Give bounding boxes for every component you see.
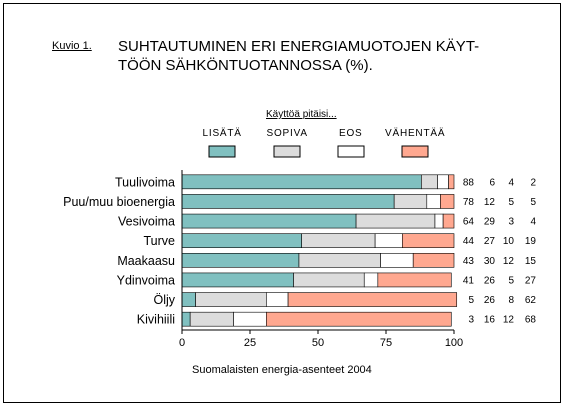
category-label: Turve <box>144 234 176 248</box>
legend-title: Käyttöä pitäisi... <box>266 109 337 120</box>
data-label: 12 <box>503 315 515 326</box>
bar-segment-3-1 <box>181 213 357 229</box>
bar-segment-1-2 <box>421 174 438 190</box>
category-label: Puu/muu bioenergia <box>63 195 175 209</box>
bar-segment-6-2 <box>293 272 365 288</box>
data-label: 15 <box>525 256 537 267</box>
bar-segment-5-2 <box>298 253 381 268</box>
x-tick-label: 25 <box>244 337 256 349</box>
data-label: 16 <box>484 315 496 326</box>
data-label: 4 <box>508 177 514 188</box>
bar-segment-7-2 <box>195 292 267 307</box>
data-label: 8 <box>508 295 514 306</box>
data-label: 12 <box>484 197 496 208</box>
bar-segment-6-1 <box>181 272 294 288</box>
category-label: Tuulivoima <box>115 175 175 189</box>
bar-segment-8-4 <box>266 311 452 327</box>
legend-label-1: LISÄTÄ <box>202 128 242 139</box>
category-label: Vesivoima <box>118 215 175 229</box>
figure-frame <box>3 3 561 403</box>
category-label: Kivihiili <box>137 313 175 327</box>
x-tick-label: 75 <box>380 337 392 349</box>
legend-swatch-4 <box>401 145 429 158</box>
bar-segment-7-4 <box>287 292 458 307</box>
bar-segment-2-4 <box>440 194 455 209</box>
bar-segment-1-4 <box>448 174 455 190</box>
data-label: 27 <box>484 236 496 247</box>
category-label: Ydinvoima <box>117 273 175 287</box>
bar-segment-4-4 <box>402 233 455 248</box>
bar-segment-2-3 <box>426 194 441 209</box>
data-label: 3 <box>508 217 514 228</box>
data-label: 62 <box>525 295 537 306</box>
bar-segment-7-3 <box>266 292 289 307</box>
legend-swatch-3 <box>337 145 365 158</box>
data-label: 64 <box>463 217 475 228</box>
data-label: 68 <box>525 315 537 326</box>
data-label: 30 <box>484 256 496 267</box>
legend-label-2: SOPIVA <box>266 128 308 139</box>
data-label: 41 <box>463 275 475 286</box>
bar-segment-6-3 <box>363 272 379 288</box>
bar-segment-8-2 <box>189 311 234 327</box>
data-label: 4 <box>530 217 536 228</box>
x-tick-label: 0 <box>179 337 185 349</box>
bar-segment-5-4 <box>412 253 455 268</box>
figure-label: Kuvio 1. <box>52 40 92 52</box>
figure-footer: Suomalaisten energia-asenteet 2004 <box>192 364 372 376</box>
bar-segment-2-2 <box>393 194 428 209</box>
data-label: 78 <box>463 197 475 208</box>
bar-segment-3-2 <box>355 213 436 229</box>
data-label: 5 <box>468 295 474 306</box>
data-label: 3 <box>468 315 474 326</box>
bar-segment-3-4 <box>442 213 455 229</box>
x-tick-label: 100 <box>445 337 463 349</box>
data-label: 6 <box>489 177 495 188</box>
bar-segment-5-1 <box>181 253 300 268</box>
bar-segment-4-3 <box>374 233 403 248</box>
bar-segment-5-3 <box>380 253 414 268</box>
legend-label-4: VÄHENTÄÄ <box>385 128 446 139</box>
data-label: 43 <box>463 256 475 267</box>
legend-swatch-2 <box>273 145 301 158</box>
legend-label-3: EOS <box>339 128 363 139</box>
bar-segment-6-4 <box>377 272 452 288</box>
bar-segment-1-1 <box>181 174 422 190</box>
category-label: Maakaasu <box>117 254 175 268</box>
data-label: 5 <box>508 275 514 286</box>
data-label: 5 <box>508 197 514 208</box>
data-label: 12 <box>503 256 515 267</box>
bar-segment-4-2 <box>301 233 376 248</box>
bar-segment-8-3 <box>233 311 267 327</box>
category-label: Öljy <box>153 293 175 307</box>
data-label: 88 <box>463 177 475 188</box>
data-label: 2 <box>530 177 536 188</box>
legend-swatch-1 <box>208 145 236 158</box>
bar-segment-2-1 <box>181 194 395 209</box>
x-tick-label: 50 <box>312 337 324 349</box>
data-label: 19 <box>525 236 537 247</box>
figure-title: SUHTAUTUMINEN ERI ENERGIAMUOTOJEN KÄYT- … <box>118 38 480 74</box>
data-label: 10 <box>503 236 515 247</box>
data-label: 26 <box>484 295 496 306</box>
bar-segment-4-1 <box>181 233 302 248</box>
data-label: 26 <box>484 275 496 286</box>
data-label: 27 <box>525 275 537 286</box>
data-label: 44 <box>463 236 475 247</box>
bar-segment-7-1 <box>181 292 196 307</box>
bar-segment-3-3 <box>434 213 444 229</box>
bar-segment-1-3 <box>437 174 449 190</box>
bar-segment-8-1 <box>181 311 191 327</box>
data-label: 5 <box>530 197 536 208</box>
data-label: 29 <box>484 217 496 228</box>
